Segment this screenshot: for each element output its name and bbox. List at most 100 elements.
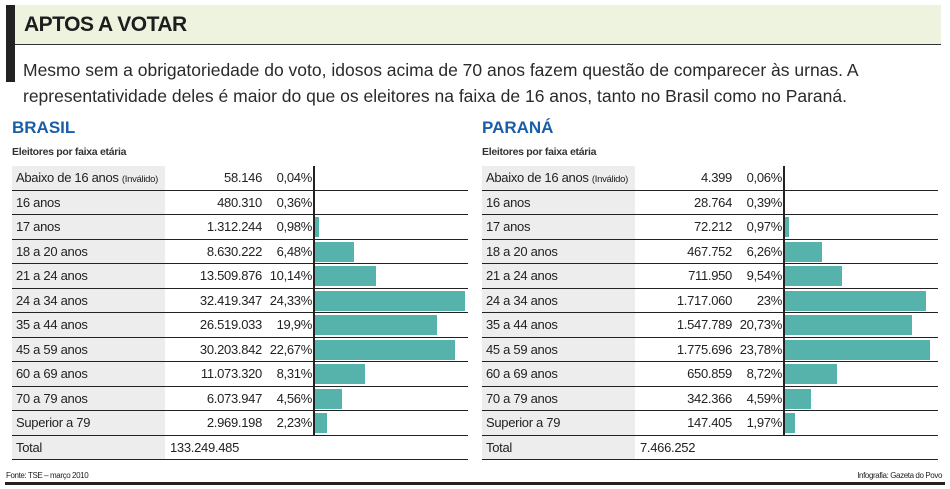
table-row: Abaixo de 16 anos (Inválido) 58.146 0,04% [12, 166, 468, 191]
row-label: 45 a 59 anos [482, 337, 635, 361]
total-value: 133.249.485 [170, 439, 239, 455]
bar [783, 241, 822, 262]
count-value: 1.312.244 [206, 219, 262, 234]
count-value: 650.859 [687, 366, 732, 381]
count-value: 72.212 [694, 219, 732, 234]
category-label: Abaixo de 16 anos [16, 170, 119, 185]
count-value: 8.630.222 [206, 243, 262, 259]
row-label: 24 a 34 anos [12, 288, 165, 312]
percent-label: 0,04% [276, 170, 313, 185]
count-value: 28.764 [694, 194, 732, 210]
table-row: 24 a 34 anos 1.717.060 23% [482, 288, 938, 313]
count-value: 467.752 [687, 243, 732, 259]
table-row: 24 a 34 anos 32.419.347 24,33% [12, 288, 468, 313]
bar [783, 388, 812, 409]
total-label: Total [12, 435, 165, 459]
row-label: 35 a 44 anos [482, 313, 635, 337]
percent-label: 9,54% [746, 268, 783, 283]
category-label: 18 a 20 anos [16, 243, 88, 259]
table-row: 45 a 59 anos 30.203.842 22,67% [12, 337, 468, 362]
percent-label: 6,26% [746, 243, 783, 259]
table-row: 70 a 79 anos 6.073.947 4,56% [12, 386, 468, 411]
table-row: 16 anos 480.310 0,36% [12, 190, 468, 215]
count-value: 711.950 [688, 268, 732, 283]
row-label: 35 a 44 anos [12, 313, 165, 337]
bar [783, 413, 796, 433]
category-label: Abaixo de 16 anos [486, 170, 589, 185]
category-note: (Inválido) [121, 174, 158, 185]
category-label: Superior a 79 [486, 415, 561, 430]
percent-label: 8,31% [276, 366, 313, 381]
percent-label: 0,39% [746, 194, 783, 210]
bar [313, 388, 342, 409]
percent-label: 24,33% [269, 292, 313, 308]
row-label: 21 a 24 anos [12, 264, 165, 288]
count-value: 4.399 [700, 170, 732, 185]
bar [783, 217, 789, 237]
bar-axis [783, 166, 785, 436]
table-row: 16 anos 28.764 0,39% [482, 190, 938, 215]
count-value: 26.519.033 [199, 317, 262, 332]
category-note: (Inválido) [591, 174, 628, 185]
bar [783, 364, 838, 384]
count-value: 1.717.060 [676, 292, 732, 308]
page-title: APTOS A VOTAR [24, 13, 187, 36]
table-row: 35 a 44 anos 1.547.789 20,73% [482, 313, 938, 338]
bar-axis [313, 166, 315, 436]
percent-label: 8,72% [746, 366, 783, 381]
category-label: 24 a 34 anos [486, 292, 558, 308]
total-value: 7.466.252 [640, 439, 696, 455]
table-row: 21 a 24 anos 711.950 9,54% [482, 264, 938, 289]
percent-label: 1,97% [746, 415, 783, 430]
category-label: 45 a 59 anos [486, 341, 558, 357]
accent-bar [6, 5, 15, 82]
count-value: 1.775.696 [676, 341, 732, 357]
category-label: 35 a 44 anos [16, 317, 88, 332]
row-label: Abaixo de 16 anos (Inválido) [482, 166, 635, 190]
panel-subtitle: Eleitores por faixa etária [482, 146, 597, 158]
bar [313, 364, 365, 384]
count-value: 480.310 [217, 194, 262, 210]
total-row: Total 7.466.252 [482, 435, 938, 460]
count-value: 13.509.876 [199, 268, 262, 283]
row-label: 17 anos [12, 215, 165, 239]
row-label: 18 a 20 anos [482, 239, 635, 263]
table-row: 60 a 69 anos 11.073.320 8,31% [12, 362, 468, 387]
category-label: 45 a 59 anos [16, 341, 88, 357]
row-label: Abaixo de 16 anos (Inválido) [12, 166, 165, 190]
row-label: Superior a 79 [12, 411, 165, 435]
row-label: 70 a 79 anos [12, 386, 165, 410]
header: APTOS A VOTAR [15, 5, 941, 45]
table-row: 18 a 20 anos 467.752 6,26% [482, 239, 938, 264]
total-label: Total [482, 435, 635, 459]
table-row: 17 anos 72.212 0,97% [482, 215, 938, 240]
bar [783, 339, 931, 360]
category-label: 21 a 24 anos [16, 268, 88, 283]
panel-subtitle: Eleitores por faixa etária [12, 146, 127, 158]
count-value: 2.969.198 [206, 415, 262, 430]
count-value: 1.547.789 [676, 317, 732, 332]
bar [313, 266, 377, 286]
table-row: 18 a 20 anos 8.630.222 6,48% [12, 239, 468, 264]
category-label: 16 anos [16, 194, 61, 210]
percent-label: 4,59% [746, 390, 783, 406]
table-row: 35 a 44 anos 26.519.033 19,9% [12, 313, 468, 338]
row-label: 16 anos [482, 190, 635, 214]
table-row: Superior a 79 2.969.198 2,23% [12, 411, 468, 436]
bar [313, 290, 466, 311]
data-table: Abaixo de 16 anos (Inválido) 4.399 0,06% 16… [482, 166, 938, 460]
bar [313, 413, 327, 433]
table-row: 60 a 69 anos 650.859 8,72% [482, 362, 938, 387]
count-value: 147.405 [687, 415, 732, 430]
category-label: 18 a 20 anos [486, 243, 558, 259]
percent-label: 0,36% [276, 194, 313, 210]
percent-label: 0,97% [746, 219, 783, 234]
bar [783, 290, 926, 311]
table-row: 45 a 59 anos 1.775.696 23,78% [482, 337, 938, 362]
row-label: Superior a 79 [482, 411, 635, 435]
row-label: 60 a 69 anos [482, 362, 635, 386]
percent-label: 19,9% [276, 317, 313, 332]
bar [313, 315, 438, 335]
panel-title: BRASIL [12, 118, 76, 137]
table-row: 70 a 79 anos 342.366 4,59% [482, 386, 938, 411]
